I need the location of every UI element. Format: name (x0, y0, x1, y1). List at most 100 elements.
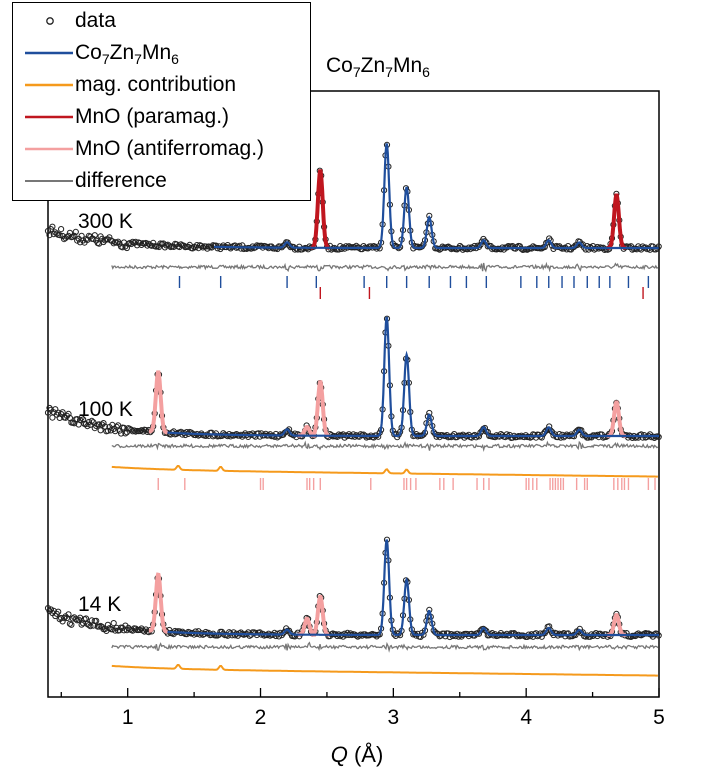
difference-curve-1 (111, 440, 659, 453)
data-point (107, 427, 114, 434)
data-point (97, 427, 104, 434)
data-point (123, 244, 131, 252)
main-phase-fit-curves (167, 143, 659, 637)
mno-fit-curves (148, 169, 627, 637)
data-point (87, 623, 94, 630)
data-point (192, 432, 199, 439)
data-point (46, 232, 53, 239)
data-point (359, 246, 366, 253)
data-point (256, 433, 263, 440)
data-point (80, 620, 87, 627)
data-point (113, 423, 120, 430)
data-point (139, 428, 147, 435)
data-point (71, 232, 78, 239)
magnetic-contribution-curves (111, 465, 658, 677)
data-point (77, 239, 84, 246)
data-point (193, 242, 201, 249)
data-point (131, 427, 138, 434)
data-point (335, 431, 342, 438)
fit-curve-0 (214, 143, 659, 250)
data-point (53, 230, 60, 237)
mno-peak-1-3 (607, 400, 626, 438)
data-point (68, 621, 75, 628)
data-point (576, 625, 583, 633)
legend-swatch-mno-afm (25, 147, 73, 151)
mag-contribution-curve-1 (111, 465, 658, 478)
data-point (99, 235, 106, 242)
data-point (65, 232, 72, 239)
data-point (150, 239, 157, 246)
data-point (56, 414, 63, 421)
legend-swatch-mag (25, 83, 73, 87)
data-point (132, 238, 139, 245)
data-point (101, 237, 109, 244)
data-point (120, 424, 128, 431)
data-point (93, 617, 100, 624)
data-point (63, 614, 71, 622)
x-tick-label-2: 2 (255, 706, 267, 729)
data-point (148, 242, 155, 249)
title-part: Mn (393, 54, 422, 77)
data-point (569, 633, 576, 640)
data-point (198, 242, 205, 250)
data-point (56, 232, 63, 239)
data-point (138, 427, 145, 434)
data-point (454, 630, 461, 637)
data-point (88, 417, 95, 424)
data-point (106, 234, 113, 241)
data-point (84, 423, 91, 430)
data-point (579, 629, 586, 636)
temperature-label-2: 14 K (78, 593, 121, 616)
x-tick-label-4: 4 (520, 706, 532, 729)
legend-label-fit: Co7Zn7Mn6 (75, 41, 179, 68)
data-point (61, 615, 68, 622)
data-point (126, 239, 133, 247)
legend-item-mag: mag. contribution (13, 71, 310, 99)
mno-peak-0-0 (311, 169, 330, 250)
legend: data Co7Zn7Mn6 mag. contribution MnO (pa… (12, 2, 311, 201)
data-point (91, 232, 98, 239)
legend-item-mno-para: MnO (paramag.) (13, 103, 310, 131)
data-point (475, 630, 483, 637)
data-point (237, 245, 244, 252)
data-point (196, 631, 204, 638)
data-point (281, 628, 288, 635)
legend-label-difference: difference (75, 169, 167, 192)
data-point (144, 242, 151, 249)
data-point (563, 246, 570, 253)
data-point (85, 622, 93, 629)
data-point (477, 241, 484, 248)
legend-item-difference: difference (13, 167, 310, 195)
data-point (71, 420, 78, 427)
data-point (59, 618, 66, 625)
data-point (104, 427, 112, 434)
data-point (166, 242, 173, 249)
data-point (267, 632, 274, 639)
legend-swatch-data (46, 17, 54, 25)
temperature-label-0: 300 K (78, 210, 133, 233)
legend-label-data: data (75, 9, 116, 32)
x-axis-variable: Q (331, 742, 348, 767)
mno-peak-1-2 (310, 380, 330, 438)
data-point (132, 625, 139, 632)
data-point (110, 620, 117, 627)
x-axis-unit: (Å) (348, 742, 383, 767)
data-point (183, 429, 190, 436)
data-point (69, 233, 76, 240)
x-tick-label-5: 5 (653, 706, 665, 729)
data-point (50, 231, 57, 238)
data-point (180, 242, 187, 249)
data-point (78, 414, 85, 421)
x-axis-label: Q (Å) (331, 742, 384, 767)
difference-curve-2 (111, 641, 659, 653)
data-point (65, 410, 72, 417)
chart-title: Co7Zn7Mn6 (326, 54, 430, 80)
difference-curves (111, 261, 659, 653)
data-point (189, 245, 196, 252)
legend-swatch-mno-para (25, 115, 73, 119)
mno-peak-2-2 (311, 595, 330, 637)
data-point (46, 404, 53, 412)
title-part: Zn (361, 54, 386, 77)
data-point (172, 627, 179, 635)
